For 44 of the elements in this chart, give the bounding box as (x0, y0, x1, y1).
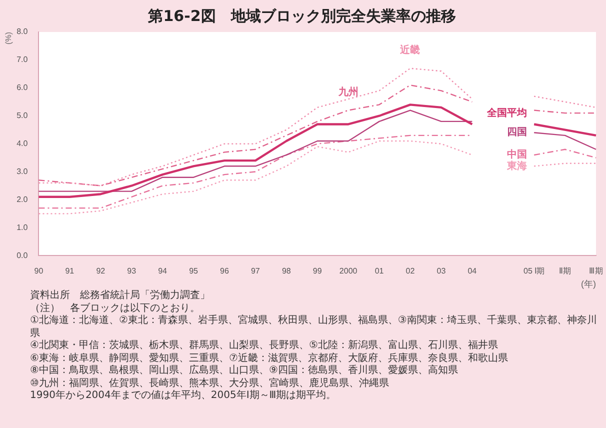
text: ④北関東・甲信：茨城県、栃木県、群馬県、山梨県、長野県、⑤北陸：新潟県、富山県、石川県、福井県 (30, 340, 499, 352)
x-tick-label: 97 (250, 266, 260, 276)
series-label: 全国平均 (486, 106, 528, 119)
text: ⑥東海：岐阜県、静岡県、愛知県、三重県、⑦近畿：滋賀県、京都府、大阪府、兵庫県、奈良県、和歌山県 (30, 352, 509, 364)
text: ⑧中国：鳥取県、島根県、岡山県、広島県、山口県、⑨四国：徳島県、香川県、愛媛県、高知県 (30, 365, 459, 378)
y-axis-title: (%) (4, 32, 14, 44)
x-tick-label: 91 (65, 266, 75, 276)
x-axis-title: (年) (581, 279, 596, 290)
x-tick-label: 92 (96, 266, 106, 276)
series-label: 四国 (507, 127, 528, 138)
y-tick-label: 0.0 (16, 250, 28, 260)
y-tick-label: 2.0 (16, 194, 28, 204)
series-label: 九州 (337, 86, 358, 98)
series-label: 中国 (507, 148, 528, 161)
x-tick-label: Ⅱ期 (559, 266, 572, 276)
x-tick-label: 93 (127, 266, 137, 276)
text: 資料出所 総務省統計局「労働力調査」 (30, 290, 211, 302)
x-tick-label: 95 (189, 266, 199, 276)
x-tick-label: Ⅲ期 (589, 266, 603, 276)
x-tick-label: 90 (34, 266, 44, 276)
x-tick-label: 04 (468, 266, 478, 276)
x-tick-label: 99 (312, 266, 322, 276)
x-tick-label: 96 (220, 266, 230, 276)
text: （注） 各ブロックは以下のとおり。 (30, 302, 201, 314)
series-label: 東海 (506, 160, 528, 172)
y-tick-label: 7.0 (16, 55, 28, 64)
y-tick-label: 4.0 (16, 139, 28, 148)
text: ①北海道：北海道、②東北：青森県、岩手県、宮城県、秋田県、山形県、福島県、③南関東：埼玉県、千葉県、東京都、神奈川県 (30, 315, 598, 340)
y-tick-label: 6.0 (16, 83, 28, 92)
y-tick-label: 3.0 (16, 166, 28, 176)
x-tick-label: 02 (406, 266, 416, 276)
y-tick-label: 5.0 (16, 111, 28, 120)
x-tick-label: 01 (374, 266, 384, 276)
x-tick-label: 2000 (339, 266, 358, 276)
y-tick-label: 1.0 (16, 222, 28, 232)
x-tick-label: 94 (158, 266, 168, 276)
series-label: 近畿 (399, 44, 420, 56)
text: 1990年から2004年までの値は年平均、2005年Ⅰ期～Ⅲ期は期平均。 (30, 390, 338, 402)
y-tick-label: 8.0 (16, 27, 28, 36)
x-tick-label: 05 Ⅰ期 (524, 266, 545, 276)
x-tick-label: 03 (436, 266, 446, 276)
chart-title: 第16-2図 地域ブロック別完全失業率の推移 (147, 6, 456, 25)
text: ⑩九州：福岡県、佐賀県、長崎県、熊本県、大分県、宮崎県、鹿児島県、沖縄県 (30, 378, 390, 390)
x-tick-label: 98 (282, 266, 292, 276)
